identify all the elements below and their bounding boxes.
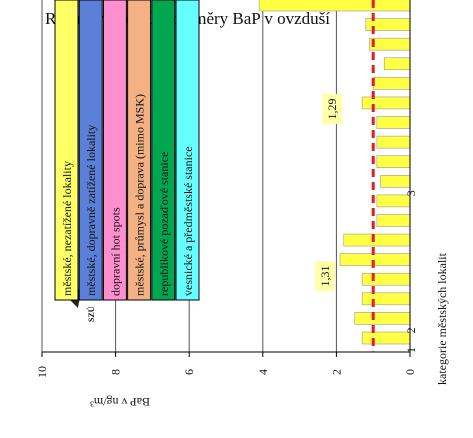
bar (376, 116, 411, 129)
legend-swatch (175, 0, 200, 301)
annotation-box (315, 261, 335, 291)
bar (361, 331, 411, 345)
bar (339, 253, 411, 266)
bar (354, 312, 411, 325)
y-tick-label: 6 (182, 369, 196, 375)
x-axis-title: kategorie městských lokalit (435, 252, 449, 385)
bar (369, 37, 411, 51)
legend-swatch (127, 0, 152, 301)
legend-label: městské, nezatížené lokality (60, 161, 74, 296)
legend-label: městské, průmysl a doprava (mimo MSK) (133, 94, 147, 296)
x-tick-label: 1 (404, 347, 418, 353)
legend-label: městské, dopravně zatížené lokality (84, 125, 98, 296)
bar (376, 214, 411, 227)
logo-text: SZÚ (86, 306, 96, 322)
bar (372, 77, 411, 90)
y-tick-label: 0 (403, 369, 417, 375)
bar (258, 0, 411, 12)
bar (343, 233, 411, 247)
annotation-box (322, 94, 342, 124)
y-axis-title: BaP v ng/m³ (90, 395, 150, 409)
bar (361, 96, 411, 110)
bar (361, 272, 411, 286)
x-tick-label: 3 (404, 190, 418, 196)
legend-swatch (102, 0, 127, 301)
logo-shape (70, 285, 94, 308)
x-tick-label: 2 (404, 327, 418, 333)
y-tick-label: 10 (35, 366, 49, 378)
bar (361, 292, 411, 306)
annotation: 1,31 (318, 266, 332, 287)
y-tick-label: 2 (329, 369, 343, 375)
y-tick-label: 4 (256, 369, 270, 375)
y-tick-label: 8 (109, 369, 123, 375)
bar (380, 174, 411, 188)
bar (376, 155, 411, 169)
legend-swatch (54, 0, 79, 301)
legend-label: dopravní hot spots (108, 207, 122, 296)
legend-swatch (151, 0, 176, 301)
bar (383, 57, 411, 71)
annotation: 1,29 (325, 99, 339, 120)
legend-label: republikové pozaďové stanice (157, 152, 171, 296)
bar (376, 135, 411, 149)
legend-label: vesnické a předměstské stanice (181, 146, 195, 296)
legend-swatch (78, 0, 103, 301)
